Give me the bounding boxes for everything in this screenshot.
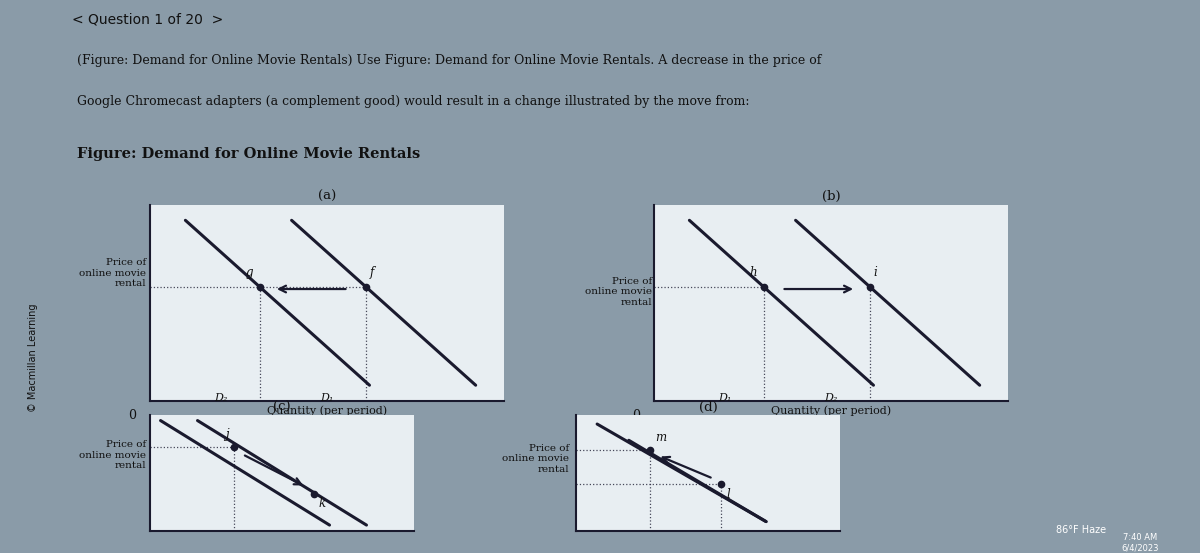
Text: f: f: [370, 266, 374, 279]
Title: (d): (d): [698, 400, 718, 414]
Text: 86°F Haze: 86°F Haze: [1056, 525, 1106, 535]
Text: h: h: [749, 266, 757, 279]
Text: 0: 0: [128, 409, 136, 422]
Text: Price of
online movie
rental: Price of online movie rental: [502, 444, 569, 474]
Text: D₂: D₂: [824, 393, 838, 403]
Text: Price of
online movie
rental: Price of online movie rental: [79, 441, 146, 470]
X-axis label: Quantity (per period): Quantity (per period): [266, 405, 388, 416]
Text: D₁: D₁: [320, 393, 334, 403]
Title: (a): (a): [318, 190, 336, 204]
Text: < Question 1 of 20  >: < Question 1 of 20 >: [72, 12, 223, 27]
Text: Price of
online movie
rental: Price of online movie rental: [586, 277, 653, 307]
Text: 7:40 AM
6/4/2023: 7:40 AM 6/4/2023: [1121, 533, 1159, 553]
Text: m: m: [655, 431, 666, 444]
Text: (Figure: Demand for Online Movie Rentals) Use Figure: Demand for Online Movie Re: (Figure: Demand for Online Movie Rentals…: [77, 54, 822, 67]
Text: l: l: [726, 488, 731, 501]
Title: (b): (b): [822, 190, 840, 204]
X-axis label: Quantity (per period): Quantity (per period): [770, 405, 892, 416]
Text: © Macmillan Learning: © Macmillan Learning: [28, 303, 38, 412]
Text: k: k: [319, 497, 326, 510]
Text: j: j: [226, 429, 229, 441]
Text: D₁: D₁: [718, 393, 732, 403]
Text: g: g: [245, 266, 253, 279]
Text: i: i: [874, 266, 877, 279]
Text: Price of
online movie
rental: Price of online movie rental: [79, 258, 146, 288]
Text: 0: 0: [632, 409, 640, 422]
Title: (c): (c): [274, 400, 290, 414]
Text: Google Chromecast adapters (a complement good) would result in a change illustra: Google Chromecast adapters (a complement…: [77, 95, 750, 108]
Text: Figure: Demand for Online Movie Rentals: Figure: Demand for Online Movie Rentals: [77, 147, 420, 161]
Text: D₂: D₂: [214, 393, 228, 403]
